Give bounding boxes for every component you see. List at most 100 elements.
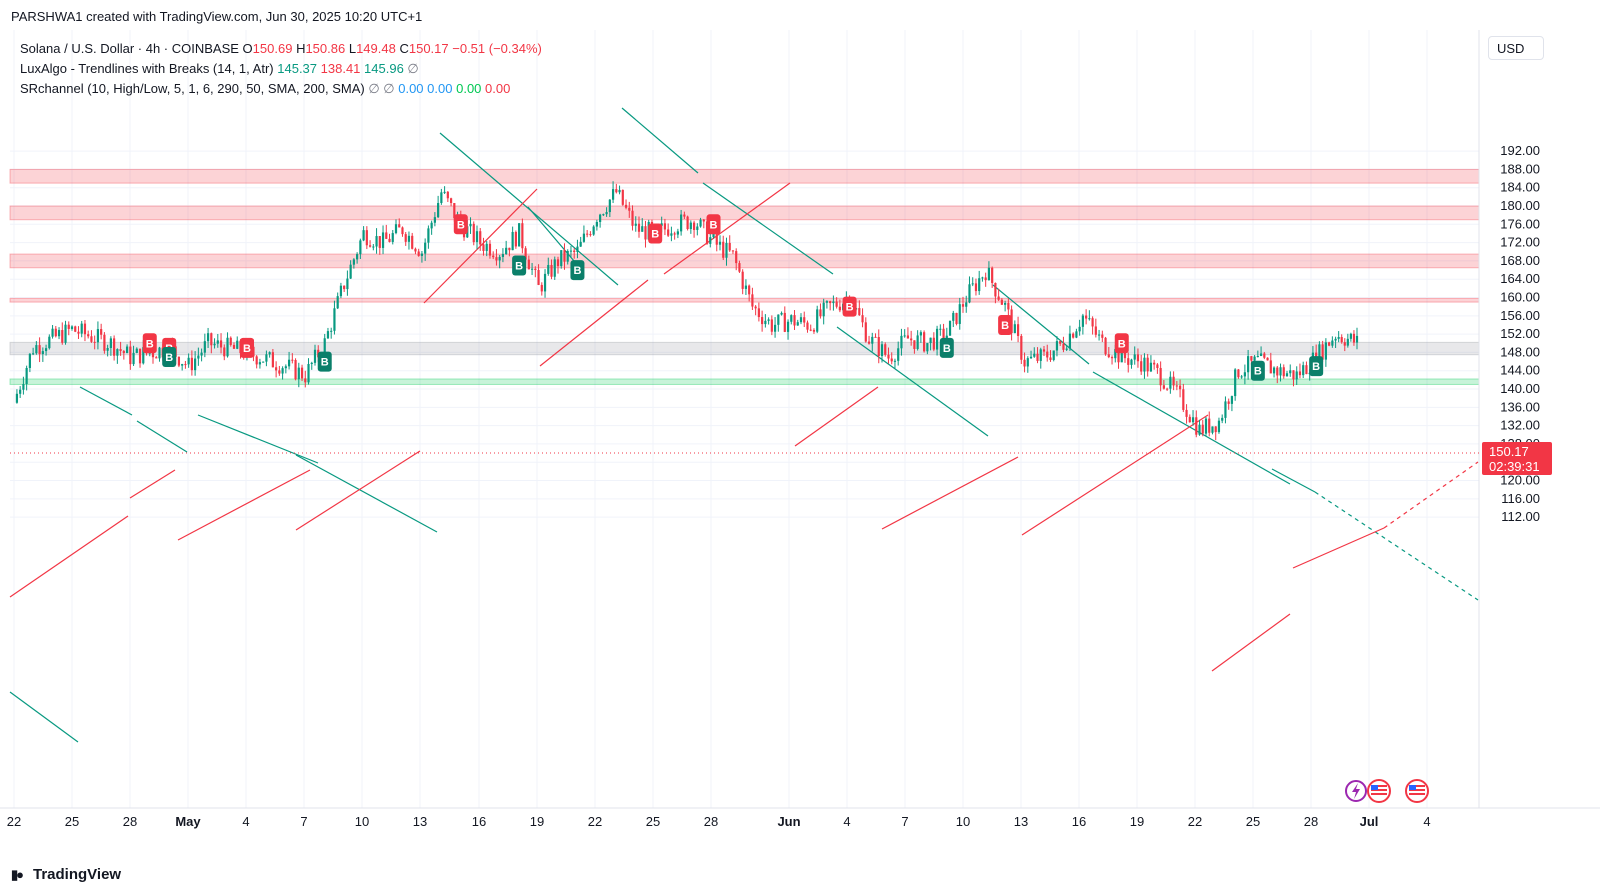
candle-body [19, 389, 22, 394]
sell-signal-marker: B [998, 314, 1013, 335]
candle-body [1143, 357, 1146, 372]
candle-body [155, 357, 158, 359]
candle-body [323, 338, 326, 357]
candle-body [566, 250, 569, 262]
candle-body [709, 237, 712, 244]
y-tick-label: 152.00 [1500, 326, 1540, 341]
candle-body [1346, 338, 1349, 346]
candle-body [1101, 334, 1104, 338]
candle-body [1036, 353, 1039, 361]
tradingview-logo-icon: ▮● [11, 867, 24, 882]
candle-body [229, 337, 232, 345]
candle-body [1188, 416, 1191, 423]
candle-body [861, 315, 864, 323]
candle-body [1039, 349, 1042, 361]
candle-body [689, 222, 692, 230]
candle-body [699, 219, 702, 227]
x-tick-label: 16 [472, 814, 486, 829]
us-flag-icon[interactable] [1405, 779, 1429, 803]
tradingview-logo[interactable]: ▮● TradingView [11, 866, 121, 883]
candle-body [767, 319, 770, 321]
candle-body [1088, 318, 1091, 320]
candle-body [106, 347, 109, 351]
candle-body [184, 364, 187, 366]
candle-body [135, 348, 138, 353]
candle-body [589, 234, 592, 236]
candle-body [958, 304, 961, 324]
candle-body [1046, 351, 1049, 358]
srchannel-name: SRchannel (10, High/Low, 5, 1, 6, 290, 5… [20, 81, 365, 96]
candle-body [119, 349, 122, 352]
candle-body [1091, 318, 1094, 327]
currency-selector[interactable]: USD [1488, 36, 1544, 60]
candle-body [93, 341, 96, 343]
candle-body [955, 312, 958, 324]
candle-body [592, 226, 595, 235]
x-tick-label: 22 [7, 814, 21, 829]
candle-body [874, 336, 877, 338]
candle-body [550, 265, 553, 277]
down-trendline [9, 691, 79, 743]
sell-signal-marker: B [706, 214, 721, 235]
buy-signal-marker: B [1250, 360, 1265, 381]
candle-body [1081, 315, 1084, 327]
candle-body [1110, 357, 1114, 359]
candle-body [1000, 299, 1003, 305]
candle-body [916, 335, 919, 349]
brand-name: TradingView [33, 866, 122, 883]
candle-body [871, 336, 874, 344]
candle-body [385, 232, 388, 239]
resistance-zone [9, 253, 1480, 269]
candle-body [900, 335, 903, 349]
candle-body [1217, 420, 1221, 433]
candle-body [715, 233, 718, 245]
candle-body [388, 238, 391, 242]
candle-body [213, 343, 216, 346]
candle-body [54, 328, 57, 337]
y-tick-label: 184.00 [1500, 180, 1540, 195]
down-trendline [621, 107, 699, 174]
candle-body [443, 191, 446, 193]
candle-body [1276, 367, 1279, 376]
candle-body [1289, 370, 1292, 374]
candle-body [783, 312, 786, 332]
candle-body [628, 207, 631, 211]
candle-body [100, 329, 103, 335]
candle-body [203, 341, 206, 353]
candle-body [472, 223, 475, 243]
candle-body [913, 340, 916, 349]
x-tick-label: 28 [704, 814, 718, 829]
y-tick-label: 112.00 [1501, 509, 1540, 524]
x-tick-label: 10 [355, 814, 369, 829]
down-trendline [197, 414, 319, 464]
candle-body [530, 268, 534, 270]
buy-signal-marker: B [512, 255, 527, 276]
buy-signal-marker: B [939, 337, 954, 358]
lightning-icon[interactable] [1345, 780, 1367, 802]
candle-body [858, 308, 861, 316]
candle-body [910, 338, 913, 341]
candle-body [67, 324, 70, 329]
time-axis: 22 25 28 May 4 7 10 13 16 19 22 25 28 Jun 4 7 10 13 16 19 22… [7, 814, 1431, 829]
candle-body [1029, 356, 1033, 359]
candle-body [1204, 418, 1208, 434]
candle-body [291, 359, 294, 361]
candle-body [773, 324, 777, 332]
candle-body [586, 233, 589, 235]
us-flag-icon[interactable] [1367, 779, 1391, 803]
candle-body [923, 332, 926, 352]
candle-body [1065, 348, 1068, 350]
candle-body [991, 267, 994, 283]
candle-body [968, 284, 971, 303]
candle-body [599, 214, 602, 223]
candle-body [391, 233, 394, 242]
candle-body [365, 230, 368, 246]
candle-body [420, 253, 424, 256]
candle-body [294, 360, 297, 380]
candle-body [1042, 349, 1046, 352]
x-tick-label: 7 [300, 814, 307, 829]
candle-body [790, 315, 793, 322]
up-trendline-projection [1383, 461, 1479, 529]
candle-body [527, 259, 530, 270]
